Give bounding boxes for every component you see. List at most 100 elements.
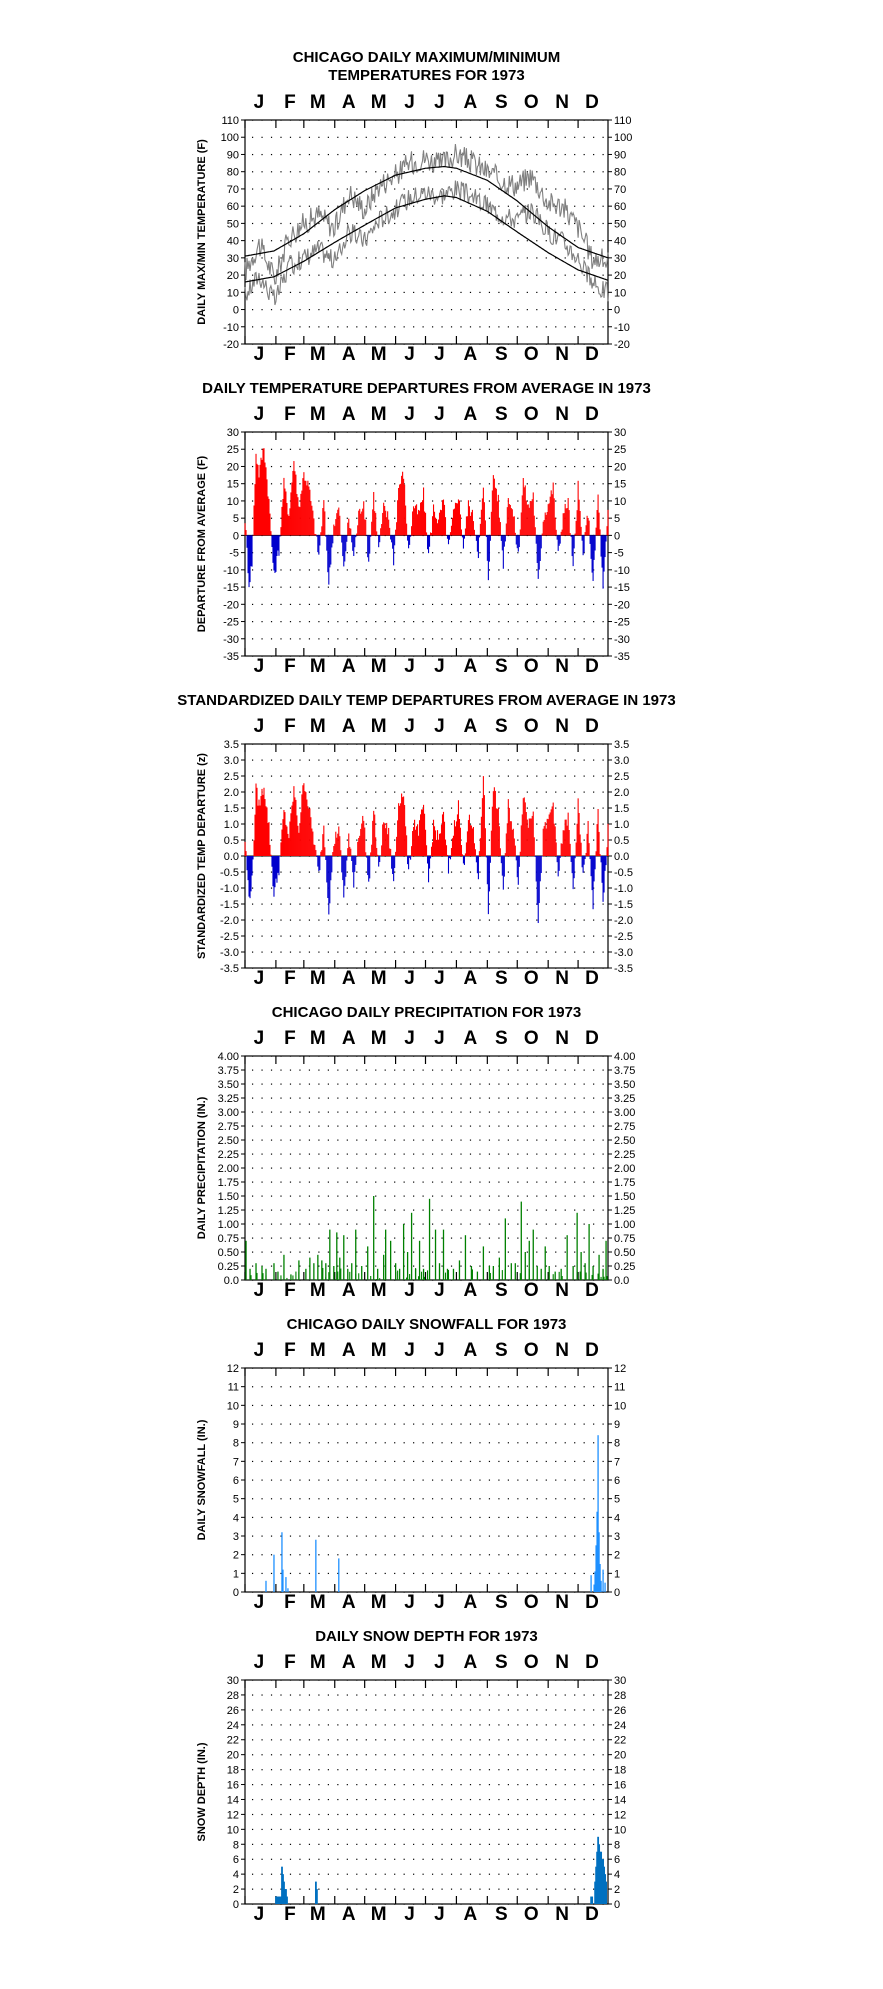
- month-label-bottom: M: [371, 1592, 387, 1613]
- month-label-bottom: D: [585, 656, 599, 677]
- departure-bar: [281, 829, 283, 856]
- precip-bar: [536, 1266, 538, 1280]
- precip-bar: [498, 1257, 500, 1280]
- departure-bar: [437, 519, 440, 536]
- y-tick-label-right: 10: [614, 1824, 626, 1836]
- departure-bar: [297, 497, 299, 536]
- y-tick-label-left: -20: [223, 339, 239, 351]
- departure-bar: [362, 508, 364, 536]
- departure-bar: [478, 535, 480, 538]
- month-label-bottom: A: [464, 968, 478, 989]
- departure-bar: [587, 820, 589, 856]
- month-label-bottom: A: [342, 656, 356, 677]
- departure-bar: [573, 535, 575, 549]
- departure-bar: [331, 535, 333, 548]
- departure-bar: [565, 819, 567, 856]
- snowfall-bar: [600, 1580, 602, 1592]
- chart-departures: DAILY TEMPERATURE DEPARTURES FROM AVERAG…: [196, 380, 651, 677]
- precip-bar: [434, 1229, 437, 1280]
- departure-bar: [349, 528, 351, 536]
- precip-bar: [410, 1212, 413, 1280]
- y-tick-label-right: 12: [614, 1363, 626, 1375]
- departure-bar: [334, 526, 336, 536]
- precip-bar: [447, 1270, 450, 1280]
- y-tick-label-right: 0.25: [614, 1261, 635, 1273]
- month-label-bottom: O: [524, 968, 539, 989]
- departure-bar: [375, 512, 377, 536]
- y-tick-label-right: 40: [614, 236, 626, 248]
- precip-bar: [355, 1229, 357, 1280]
- departure-bar: [606, 847, 608, 856]
- departure-bar: [460, 845, 463, 856]
- y-tick-label-right: 2.50: [614, 1135, 635, 1147]
- departure-bar: [311, 505, 313, 536]
- departure-bar: [562, 513, 564, 536]
- departure-bar: [430, 846, 433, 856]
- precip-bar: [421, 1271, 423, 1280]
- departure-bar: [284, 812, 286, 856]
- departure-bar: [304, 791, 306, 856]
- month-label-bottom: M: [310, 1280, 326, 1301]
- departure-bar: [274, 535, 276, 573]
- precip-bar: [602, 1268, 604, 1280]
- departure-bar: [249, 535, 251, 583]
- departure-bar: [379, 535, 381, 543]
- snow-depth-bar: [597, 1836, 600, 1904]
- chart-title: TEMPERATURES FOR 1973: [328, 67, 524, 84]
- departure-bar: [508, 807, 510, 856]
- departure-bar: [569, 533, 571, 536]
- departure-bar: [400, 803, 402, 856]
- departure-bar: [368, 856, 370, 882]
- month-label-bottom: A: [342, 1592, 356, 1613]
- departure-bar: [487, 856, 489, 915]
- departure-bar: [557, 856, 559, 877]
- y-tick-label-left: 6: [233, 1475, 239, 1487]
- precip-bar: [605, 1240, 607, 1280]
- precip-bar: [389, 1240, 392, 1280]
- departure-bar: [446, 535, 449, 539]
- snowfall-bar: [315, 1539, 317, 1592]
- precip-bar: [458, 1260, 461, 1280]
- departure-bar: [518, 856, 520, 867]
- month-label-bottom: J: [434, 656, 445, 677]
- grid-dots: [251, 1055, 604, 1281]
- y-tick-label-right: 14: [614, 1794, 626, 1806]
- departure-bar: [461, 535, 464, 538]
- departure-bar: [261, 788, 263, 856]
- snowfall-bar: [265, 1580, 267, 1592]
- departure-bar: [362, 815, 364, 856]
- departure-bar: [393, 856, 395, 882]
- y-tick-label-left: 5: [233, 1494, 239, 1506]
- precip-bar: [482, 1246, 485, 1280]
- y-tick-label-right: 1.00: [614, 1219, 635, 1231]
- month-label-top: M: [371, 1028, 387, 1049]
- y-tick-label-left: 9: [233, 1419, 239, 1431]
- departure-bar: [407, 535, 409, 541]
- snowfall-bar: [285, 1577, 287, 1592]
- departure-bar: [485, 856, 487, 858]
- month-label-top: M: [371, 404, 387, 425]
- departure-bar: [427, 856, 430, 883]
- departure-bar: [484, 828, 486, 856]
- month-label-bottom: O: [524, 344, 539, 365]
- departure-bar: [272, 535, 274, 563]
- departure-bar: [390, 535, 392, 540]
- departure-bar: [418, 509, 420, 536]
- departure-bar: [318, 535, 320, 555]
- departure-bar: [360, 828, 362, 856]
- departure-bar: [461, 854, 464, 856]
- departure-bar: [409, 856, 411, 858]
- snow-depth-bar: [590, 1896, 593, 1904]
- departure-bar: [321, 526, 323, 536]
- departure-bar: [339, 836, 341, 856]
- departure-bar: [603, 856, 605, 893]
- departure-bar: [503, 856, 505, 877]
- departure-bar: [500, 856, 502, 864]
- month-label-top: J: [404, 92, 415, 113]
- departure-bar: [544, 512, 546, 536]
- y-tick-label-left: 2.00: [218, 1163, 239, 1175]
- snow-depth-bar: [601, 1859, 604, 1904]
- y-tick-label-right: -2.0: [614, 915, 633, 927]
- departure-bar: [570, 856, 572, 862]
- y-tick-label-right: 11: [614, 1382, 625, 1394]
